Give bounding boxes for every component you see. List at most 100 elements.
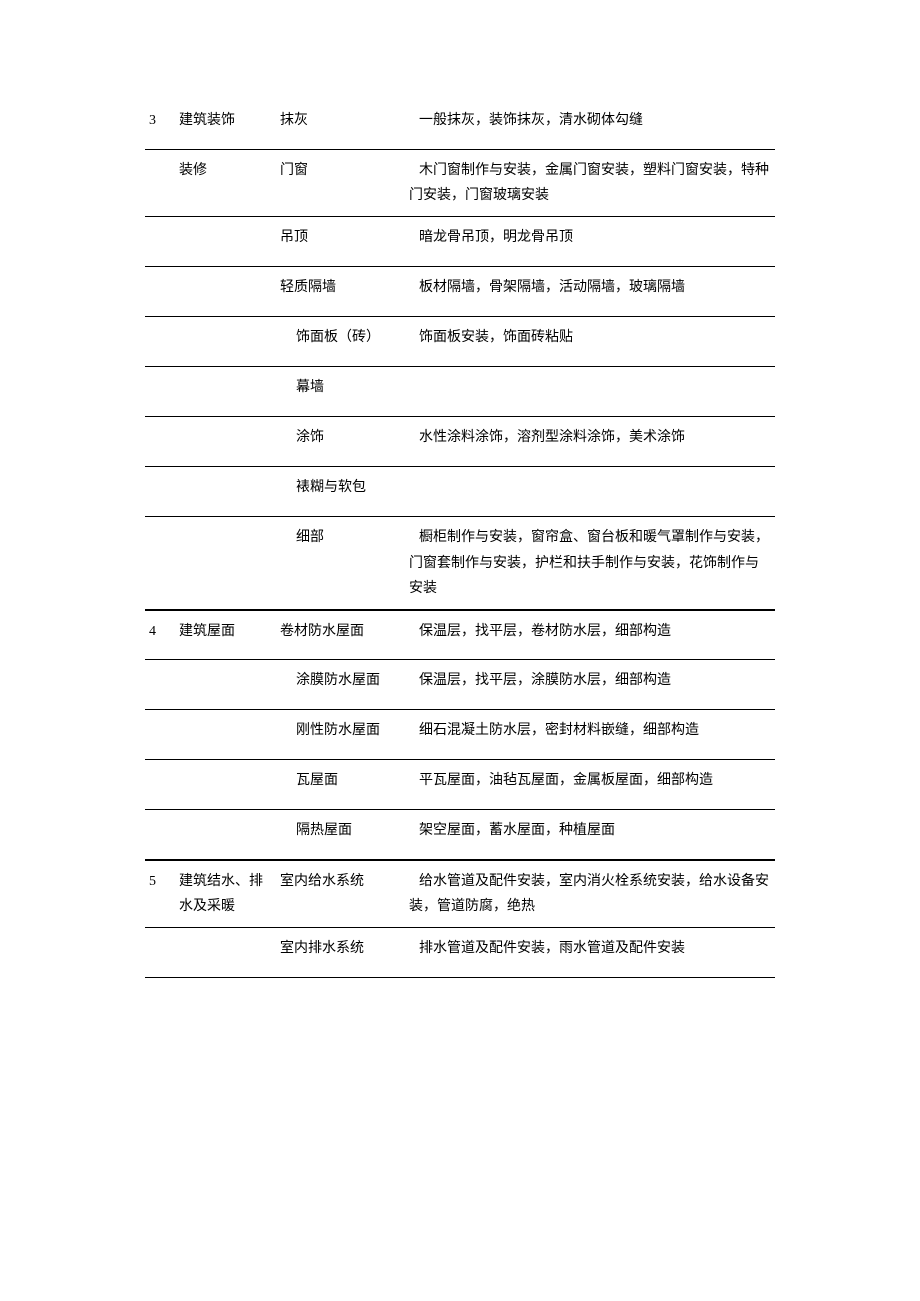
description-cell: 保温层，找平层，卷材防水层，细部构造 — [405, 611, 775, 659]
description-text: 板材隔墙，骨架隔墙，活动隔墙，玻璃隔墙 — [409, 280, 685, 295]
row-number — [145, 928, 175, 977]
subcategory-text: 涂饰 — [296, 430, 324, 445]
table-row: 装修 门窗 木门窗制作与安装，金属门窗安装，塑料门窗安装，特种门安装，门窗玻璃安… — [145, 150, 775, 217]
description-cell: 排水管道及配件安装，雨水管道及配件安装 — [405, 928, 775, 977]
table-row: 瓦屋面 平瓦屋面，油毡瓦屋面，金属板屋面，细部构造 — [145, 760, 775, 810]
category-cell: 建筑结水、排水及采暖 — [175, 861, 275, 927]
description-text: 给水管道及配件安装，室内消火栓系统安装，给水设备安装，管道防腐，绝热 — [409, 874, 769, 914]
category-cell — [175, 710, 275, 759]
category-cell — [175, 760, 275, 809]
subcategory-text: 轻质隔墙 — [280, 280, 336, 295]
subcategory-text: 幕墙 — [296, 380, 324, 395]
description-text: 木门窗制作与安装，金属门窗安装，塑料门窗安装，特种门安装，门窗玻璃安装 — [409, 163, 769, 203]
row-number — [145, 660, 175, 709]
category-cell — [175, 267, 275, 316]
category-text: 建筑装饰 — [179, 113, 235, 128]
row-number — [145, 467, 175, 516]
description-text — [409, 380, 419, 395]
subcategory-text: 抹灰 — [280, 113, 308, 128]
subcategory-cell: 饰面板（砖） — [275, 317, 405, 366]
row-number: 5 — [145, 861, 175, 927]
table-row: 饰面板（砖） 饰面板安装，饰面砖粘贴 — [145, 317, 775, 367]
category-cell — [175, 517, 275, 609]
subcategory-text: 瓦屋面 — [296, 773, 338, 788]
subcategory-cell: 轻质隔墙 — [275, 267, 405, 316]
table-row: 刚性防水屋面 细石混凝土防水层，密封材料嵌缝，细部构造 — [145, 710, 775, 760]
row-number: 4 — [145, 611, 175, 659]
category-text: 建筑结水、排水及采暖 — [179, 874, 263, 914]
category-cell: 建筑装饰 — [175, 100, 275, 149]
table-row: 涂膜防水屋面 保温层，找平层，涂膜防水层，细部构造 — [145, 660, 775, 710]
row-number — [145, 150, 175, 216]
description-text: 保温层，找平层，涂膜防水层，细部构造 — [409, 673, 671, 688]
description-cell: 细石混凝土防水层，密封材料嵌缝，细部构造 — [405, 710, 775, 759]
row-number — [145, 267, 175, 316]
subcategory-cell: 瓦屋面 — [275, 760, 405, 809]
subcategory-cell: 涂膜防水屋面 — [275, 660, 405, 709]
row-number — [145, 710, 175, 759]
category-cell — [175, 217, 275, 266]
description-text: 水性涂料涂饰，溶剂型涂料涂饰，美术涂饰 — [409, 430, 685, 445]
row-number — [145, 810, 175, 859]
row-number — [145, 217, 175, 266]
description-cell: 架空屋面，蓄水屋面，种植屋面 — [405, 810, 775, 859]
subcategory-text: 刚性防水屋面 — [296, 723, 380, 738]
table-row: 隔热屋面 架空屋面，蓄水屋面，种植屋面 — [145, 810, 775, 860]
category-cell — [175, 810, 275, 859]
subcategory-text: 门窗 — [280, 163, 308, 178]
row-number — [145, 517, 175, 609]
description-text: 一般抹灰，装饰抹灰，清水砌体勾缝 — [409, 113, 643, 128]
subcategory-text: 隔热屋面 — [296, 823, 352, 838]
subcategory-text: 室内排水系统 — [280, 941, 364, 956]
table-row: 4 建筑屋面 卷材防水屋面 保温层，找平层，卷材防水层，细部构造 — [145, 610, 775, 660]
description-cell: 平瓦屋面，油毡瓦屋面，金属板屋面，细部构造 — [405, 760, 775, 809]
category-text: 建筑屋面 — [179, 624, 235, 639]
description-text: 暗龙骨吊顶，明龙骨吊顶 — [409, 230, 573, 245]
description-cell: 暗龙骨吊顶，明龙骨吊顶 — [405, 217, 775, 266]
description-cell — [405, 367, 775, 416]
subcategory-cell: 卷材防水屋面 — [275, 611, 405, 659]
row-number — [145, 417, 175, 466]
table-row: 室内排水系统 排水管道及配件安装，雨水管道及配件安装 — [145, 928, 775, 978]
description-text: 饰面板安装，饰面砖粘贴 — [409, 330, 573, 345]
table-row: 幕墙 — [145, 367, 775, 417]
table-row: 涂饰 水性涂料涂饰，溶剂型涂料涂饰，美术涂饰 — [145, 417, 775, 467]
row-number: 3 — [145, 100, 175, 149]
row-number — [145, 760, 175, 809]
description-cell: 饰面板安装，饰面砖粘贴 — [405, 317, 775, 366]
specification-table: 3 建筑装饰 抹灰 一般抹灰，装饰抹灰，清水砌体勾缝 装修 门窗 木门窗制作与安… — [145, 100, 775, 978]
subcategory-cell: 涂饰 — [275, 417, 405, 466]
description-cell: 木门窗制作与安装，金属门窗安装，塑料门窗安装，特种门安装，门窗玻璃安装 — [405, 150, 775, 216]
description-text — [409, 480, 419, 495]
category-cell: 装修 — [175, 150, 275, 216]
subcategory-text: 饰面板（砖） — [296, 330, 380, 345]
category-cell — [175, 928, 275, 977]
row-number — [145, 367, 175, 416]
subcategory-text: 吊顶 — [280, 230, 308, 245]
table-row: 5 建筑结水、排水及采暖 室内给水系统 给水管道及配件安装，室内消火栓系统安装，… — [145, 860, 775, 928]
subcategory-cell: 幕墙 — [275, 367, 405, 416]
subcategory-cell: 吊顶 — [275, 217, 405, 266]
category-cell — [175, 467, 275, 516]
subcategory-text: 涂膜防水屋面 — [296, 673, 380, 688]
category-continuation: 装修 — [179, 163, 207, 178]
subcategory-cell: 抹灰 — [275, 100, 405, 149]
subcategory-cell: 细部 — [275, 517, 405, 609]
category-cell: 建筑屋面 — [175, 611, 275, 659]
subcategory-cell: 刚性防水屋面 — [275, 710, 405, 759]
table-row: 吊顶 暗龙骨吊顶，明龙骨吊顶 — [145, 217, 775, 267]
category-cell — [175, 417, 275, 466]
description-text: 架空屋面，蓄水屋面，种植屋面 — [409, 823, 615, 838]
subcategory-cell: 隔热屋面 — [275, 810, 405, 859]
row-number — [145, 317, 175, 366]
description-cell — [405, 467, 775, 516]
category-cell — [175, 317, 275, 366]
description-text: 平瓦屋面，油毡瓦屋面，金属板屋面，细部构造 — [409, 773, 713, 788]
description-cell: 水性涂料涂饰，溶剂型涂料涂饰，美术涂饰 — [405, 417, 775, 466]
description-cell: 保温层，找平层，涂膜防水层，细部构造 — [405, 660, 775, 709]
table-row: 细部 橱柜制作与安装，窗帘盒、窗台板和暖气罩制作与安装，门窗套制作与安装，护栏和… — [145, 517, 775, 610]
subcategory-text: 室内给水系统 — [280, 874, 364, 889]
subcategory-cell: 门窗 — [275, 150, 405, 216]
subcategory-cell: 裱糊与软包 — [275, 467, 405, 516]
category-cell — [175, 367, 275, 416]
